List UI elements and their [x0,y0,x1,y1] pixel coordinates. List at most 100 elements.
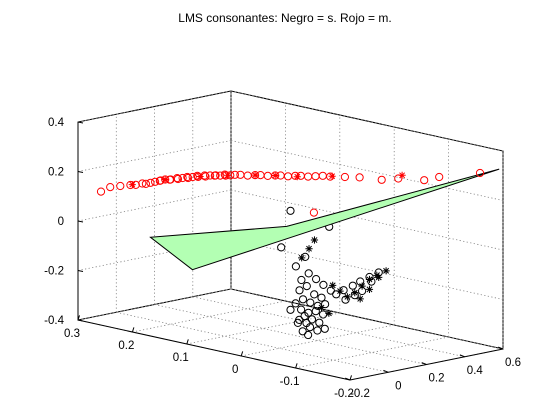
data-point-circle [305,323,315,332]
data-point-circle [310,290,319,299]
data-point-circle [293,318,302,327]
grid-line-z-side [77,288,232,321]
y-tick-label: 0.2 [429,373,445,385]
data-point-circle [263,171,272,180]
data-point-circle [286,206,295,215]
data-point-star [293,173,301,181]
data-point-circle [243,171,252,180]
z-tick-mark [77,121,84,124]
y-tick-label: 0.4 [467,365,484,377]
data-point-star [128,180,136,189]
axes-layer [77,121,504,381]
data-point-circle [151,177,160,186]
chart-title: LMS consonantes: Negro = s. Rojo = m. [178,11,391,25]
data-point-star [336,287,344,295]
data-point-circle [96,187,106,196]
grid-line-x-floor [241,324,395,357]
data-point-circle [184,173,193,183]
grid-line-y-floor [116,311,389,373]
data-point-circle [304,330,313,340]
y-tick-mark [345,377,351,381]
data-point-circle [312,275,321,284]
data-point-circle [309,208,318,217]
grid-line-z-back [230,140,504,201]
data-point-circle [291,171,300,180]
data-point-circle [435,172,444,182]
data-point-circle [291,299,300,308]
data-point-star [223,171,232,179]
data-point-circle [319,280,328,289]
data-point-circle [315,318,324,327]
data-point-circle [230,170,239,179]
data-layer [96,168,500,340]
z-tick-label: 0.4 [48,117,65,129]
data-point-circle [318,171,327,180]
data-point-star [271,171,279,180]
data-point-circle [341,295,350,304]
data-point-circle [141,179,150,188]
y-tick-label: -0.2 [350,388,370,400]
data-point-circle [297,275,306,285]
data-point-star [325,309,333,317]
y-tick-mark [498,346,504,350]
data-point-star [196,172,204,181]
data-point-circle [188,172,197,182]
data-point-circle [173,174,182,183]
y-tick-label: 0 [395,380,401,392]
z-tick-mark [77,270,84,272]
data-point-circle [311,172,320,181]
data-point-star [351,289,359,297]
data-point-star [328,172,336,180]
data-point-star [317,303,326,312]
data-point-circle [348,281,357,290]
data-point-circle [297,305,306,314]
data-point-circle [377,175,386,184]
data-point-circle [313,326,322,335]
x-tick-mark [186,339,189,345]
data-point-circle [277,243,286,252]
z-tick-mark [77,220,84,223]
data-point-star [310,236,319,244]
data-point-circle [307,315,317,324]
data-point-circle [183,172,192,182]
y-tick-mark [459,354,465,358]
data-point-star [382,267,390,275]
data-point-circle [106,183,115,192]
z-tick-label: -0.2 [44,266,64,278]
data-point-circle [236,170,245,179]
data-point-circle [298,295,308,304]
grid-line-z-side [77,189,232,222]
grid-layer [77,90,504,381]
data-point-circle [356,277,365,286]
data-point-star [298,254,306,262]
data-point-circle [216,171,225,180]
x-tick-label: -0.1 [280,376,300,388]
data-point-star [343,293,352,301]
x-tick-label: 0.3 [64,328,80,340]
x-tick-mark [131,327,135,333]
data-point-circle [138,179,147,188]
data-point-circle [211,171,220,180]
data-point-circle [206,171,215,180]
data-point-circle [173,174,183,184]
y-tick-label: 0.6 [505,357,521,369]
grid-line-x-floor [132,300,286,333]
data-point-circle [291,262,300,271]
data-point-circle [283,172,293,181]
z-tick-label: 0.2 [48,167,64,179]
z-tick-label: -0.4 [44,315,64,327]
data-point-star [365,285,374,293]
data-point-star [251,171,259,179]
grid-line-x-floor [295,336,449,369]
data-point-circle [298,327,307,336]
separating-plane [149,168,500,271]
x-tick-label: 0 [232,364,238,376]
data-point-circle [178,173,187,183]
data-point-circle [295,286,304,295]
grid-line-z-side [77,90,232,123]
y-tick-mark [383,369,389,373]
grid-line-x-floor [186,312,340,345]
data-point-circle [355,173,364,182]
